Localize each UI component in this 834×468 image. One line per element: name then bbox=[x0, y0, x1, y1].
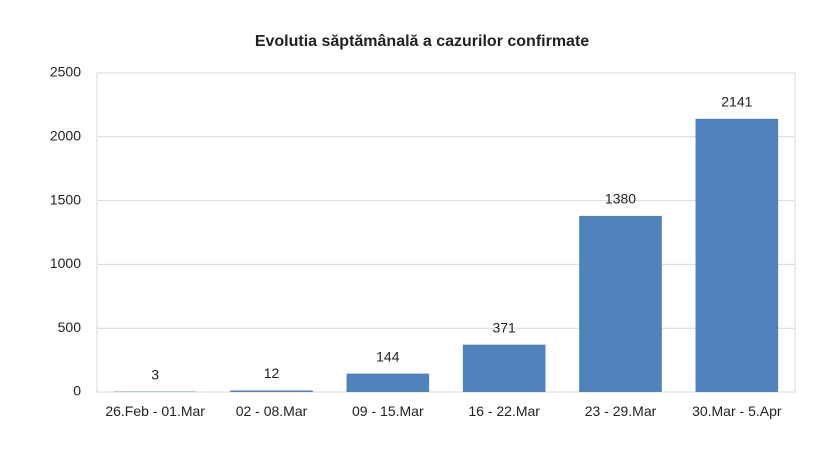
y-tick-label: 0 bbox=[73, 383, 81, 399]
bar bbox=[695, 118, 779, 392]
x-tick-label: 26.Feb - 01.Mar bbox=[105, 403, 205, 419]
y-tick-label: 2500 bbox=[50, 64, 81, 80]
x-tick-label: 09 - 15.Mar bbox=[352, 403, 424, 419]
x-tick-label: 30.Mar - 5.Apr bbox=[692, 403, 782, 419]
x-tick-label: 02 - 08.Mar bbox=[235, 403, 308, 419]
y-tick-label: 1500 bbox=[50, 191, 81, 207]
x-tick-label: 16 - 22.Mar bbox=[468, 403, 540, 419]
data-label: 3 bbox=[151, 366, 159, 382]
bar bbox=[579, 215, 662, 392]
chart-title: Evolutia săptămânală a cazurilor confirm… bbox=[255, 33, 589, 50]
data-label: 2141 bbox=[721, 94, 752, 110]
y-tick-label: 2000 bbox=[50, 128, 81, 144]
y-tick-label: 500 bbox=[58, 319, 82, 335]
bar bbox=[230, 390, 313, 392]
data-label: 12 bbox=[264, 365, 280, 381]
y-tick-label: 1000 bbox=[50, 255, 81, 271]
data-label: 371 bbox=[492, 319, 516, 335]
data-label: 1380 bbox=[605, 191, 636, 207]
bar bbox=[346, 373, 430, 392]
x-tick-label: 23 - 29.Mar bbox=[584, 403, 657, 419]
bar bbox=[462, 344, 546, 392]
data-label: 144 bbox=[376, 348, 400, 364]
plot-border bbox=[96, 72, 796, 393]
